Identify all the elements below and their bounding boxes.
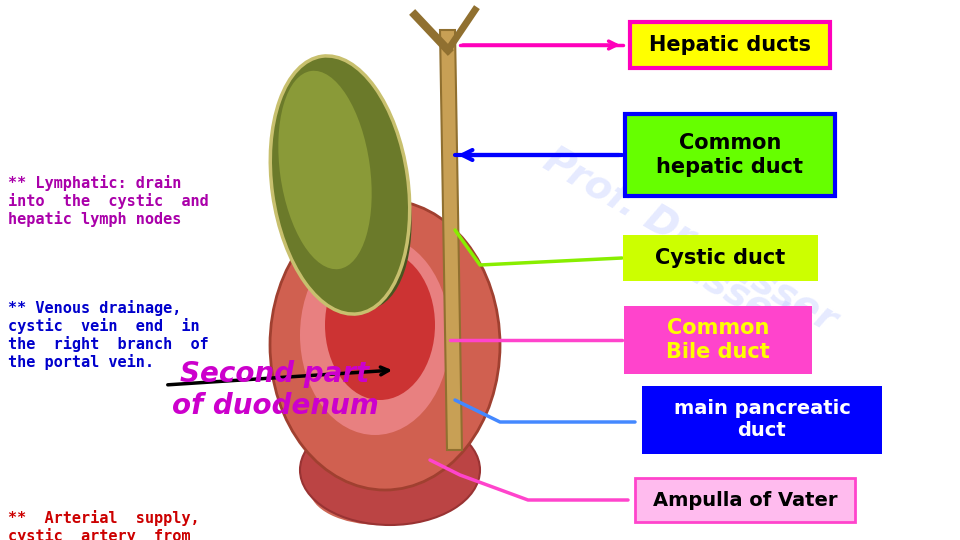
Text: Hepatic ducts: Hepatic ducts <box>649 35 811 55</box>
FancyBboxPatch shape <box>625 114 835 196</box>
Text: Hussein: Hussein <box>645 230 815 350</box>
Ellipse shape <box>299 91 412 309</box>
Text: cystic  artery  from: cystic artery from <box>8 528 190 540</box>
Text: cystic  vein  end  in: cystic vein end in <box>8 318 200 334</box>
Ellipse shape <box>271 56 410 314</box>
Ellipse shape <box>325 250 435 400</box>
FancyBboxPatch shape <box>642 386 882 454</box>
Text: Common
Bile duct: Common Bile duct <box>666 319 770 362</box>
Text: Cystic duct: Cystic duct <box>655 248 785 268</box>
FancyBboxPatch shape <box>635 478 855 522</box>
Text: **  Arterial  supply,: ** Arterial supply, <box>8 510 200 526</box>
Ellipse shape <box>300 415 480 525</box>
Text: ** Lymphatic: drain: ** Lymphatic: drain <box>8 175 181 191</box>
Text: the portal vein.: the portal vein. <box>8 354 154 370</box>
Text: Prof. Dr. Yasser: Prof. Dr. Yasser <box>537 140 843 340</box>
FancyBboxPatch shape <box>624 306 812 374</box>
Polygon shape <box>440 30 462 450</box>
Text: into  the  cystic  and: into the cystic and <box>8 193 208 209</box>
Text: Second part
of duodenum: Second part of duodenum <box>172 360 378 420</box>
Text: hepatic lymph nodes: hepatic lymph nodes <box>8 211 181 227</box>
Ellipse shape <box>300 235 450 435</box>
Ellipse shape <box>270 200 500 490</box>
Text: ** Venous drainage,: ** Venous drainage, <box>8 300 181 316</box>
FancyBboxPatch shape <box>622 235 818 281</box>
FancyBboxPatch shape <box>630 22 830 68</box>
Text: Common
hepatic duct: Common hepatic duct <box>657 133 804 177</box>
Ellipse shape <box>310 455 450 525</box>
Text: the  right  branch  of: the right branch of <box>8 336 208 352</box>
Text: main pancreatic
duct: main pancreatic duct <box>674 400 851 441</box>
Ellipse shape <box>278 71 372 269</box>
Text: Ampulla of Vater: Ampulla of Vater <box>653 490 837 510</box>
